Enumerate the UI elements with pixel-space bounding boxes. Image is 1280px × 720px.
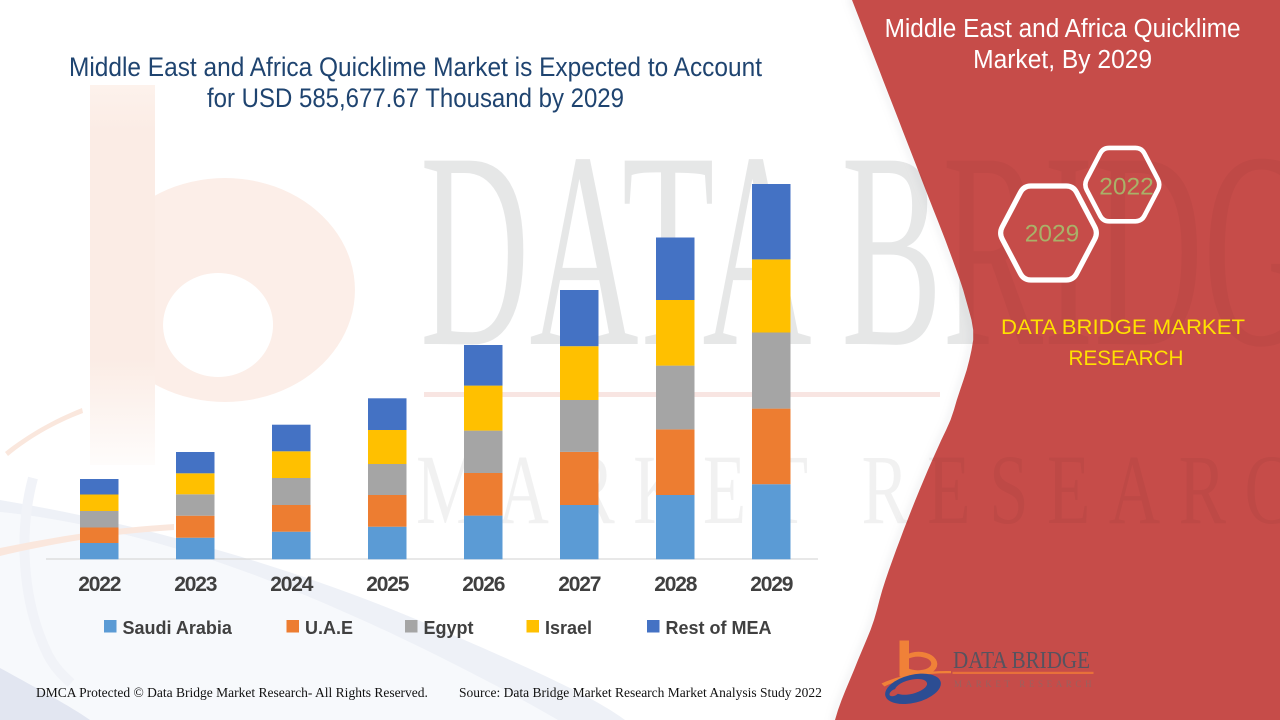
svg-text:2029: 2029 <box>1025 221 1080 248</box>
svg-text:2022: 2022 <box>78 573 120 596</box>
svg-text:2029: 2029 <box>750 573 792 596</box>
svg-text:2028: 2028 <box>654 573 697 596</box>
svg-text:Rest of MEA: Rest of MEA <box>666 618 772 638</box>
svg-text:Source: Data Bridge Market Res: Source: Data Bridge Market Research Mark… <box>459 685 822 700</box>
svg-text:Middle East and Africa Quickli: Middle East and Africa Quicklime Market … <box>69 52 763 82</box>
svg-text:Egypt: Egypt <box>424 618 474 638</box>
svg-text:2025: 2025 <box>366 573 409 596</box>
svg-text:2024: 2024 <box>270 573 313 596</box>
svg-text:Market, By 2029: Market, By 2029 <box>973 46 1152 74</box>
svg-text:Israel: Israel <box>545 618 592 638</box>
svg-text:Saudi Arabia: Saudi Arabia <box>123 618 233 638</box>
svg-text:Middle East and Africa Quickli: Middle East and Africa Quicklime <box>885 15 1241 43</box>
svg-text:for USD 585,677.67 Thousand by: for USD 585,677.67 Thousand by 2029 <box>207 83 624 113</box>
svg-text:MARKET RESEARCH: MARKET RESEARCH <box>954 679 1095 689</box>
svg-text:2022: 2022 <box>1099 174 1154 201</box>
svg-text:RESEARCH: RESEARCH <box>1069 346 1184 370</box>
svg-text:DATA BRIDGE MARKET: DATA BRIDGE MARKET <box>1001 315 1245 339</box>
svg-text:2027: 2027 <box>558 573 600 596</box>
svg-text:U.A.E: U.A.E <box>305 618 353 638</box>
svg-text:DATA BRIDGE: DATA BRIDGE <box>953 648 1090 674</box>
svg-text:2026: 2026 <box>462 573 504 596</box>
svg-text:2023: 2023 <box>174 573 216 596</box>
svg-text:MARKET RESEARCH: MARKET RESEARCH <box>416 434 1280 545</box>
svg-text:DMCA Protected © Data Bridge M: DMCA Protected © Data Bridge Market Rese… <box>36 685 428 700</box>
